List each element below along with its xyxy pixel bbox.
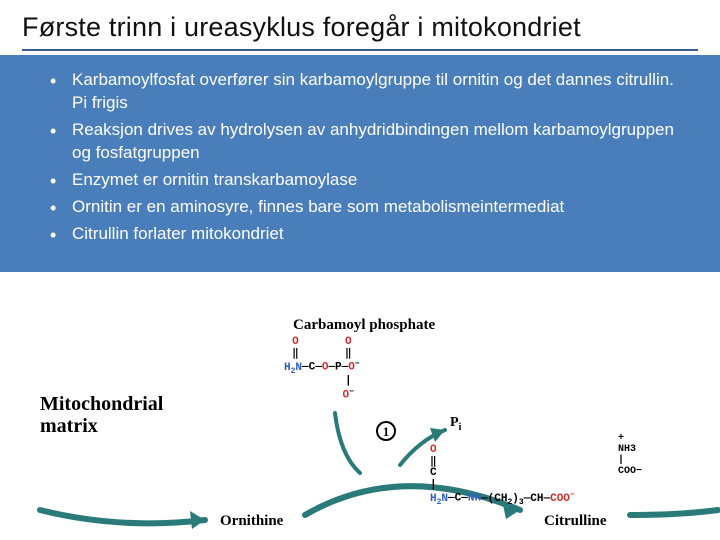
citrulline-label: Citrulline [544,513,607,530]
list-item: Citrullin forlater mitokondriet [50,223,686,246]
pi-label: Pi [450,415,461,433]
mitochondrial-matrix-label: Mitochondrialmatrix [40,393,163,437]
carbamoyl-phosphate-label: Carbamoyl phosphate [293,317,435,334]
bullet-list: Karbamoylfosfat overfører sin karbamoylg… [50,69,686,246]
carbamoyl-phosphate-structure: O O ‖ ‖ H2N—C—O—P—O− | O− [284,337,360,402]
list-item: Karbamoylfosfat overfører sin karbamoylg… [50,69,686,115]
list-item: Ornitin er en aminosyre, finnes bare som… [50,196,686,219]
step-number-badge: 1 [376,421,396,441]
ornithine-label: Ornithine [220,513,283,530]
bullet-panel: Karbamoylfosfat overfører sin karbamoylg… [0,55,720,272]
citrulline-structure: O ‖ C | H2N—C—NH—(CH2)3—CH—COO− [430,445,575,507]
title-underline [22,49,698,51]
slide-title: Første trinn i ureasyklus foregår i mito… [0,0,720,47]
list-item: Enzymet er ornitin transkarbamoylase [50,169,686,192]
reaction-diagram: Mitochondrialmatrix Carbamoyl phosphate … [0,315,720,540]
list-item: Reaksjon drives av hydrolysen av anhydri… [50,119,686,165]
citrulline-sidegroup: + NH3 | COO− [618,433,642,477]
